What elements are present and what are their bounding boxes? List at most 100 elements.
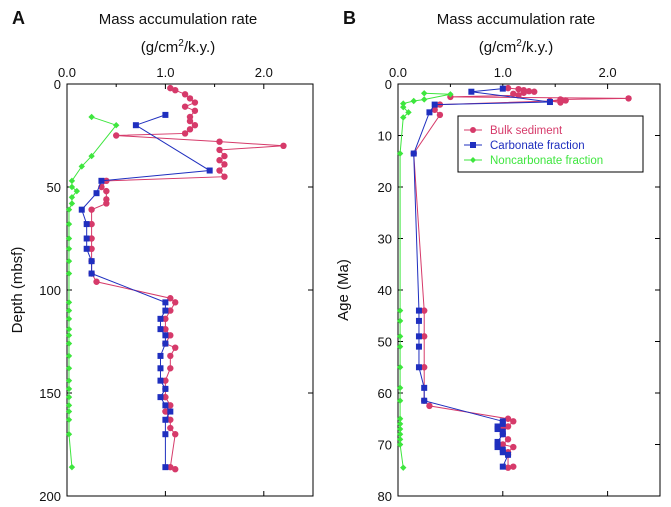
data-point	[65, 257, 73, 265]
data-point	[65, 416, 73, 423]
panel-label: B	[343, 8, 356, 28]
legend-label: Bulk sediment	[490, 125, 563, 137]
y-axis-label: Depth (mbsf)	[9, 247, 26, 334]
data-point	[510, 443, 517, 451]
data-point	[157, 326, 164, 333]
data-point	[510, 90, 517, 97]
data-point	[162, 307, 169, 314]
data-point	[172, 86, 179, 94]
x-tick-label: 0.0	[389, 65, 407, 80]
data-point	[167, 332, 174, 339]
data-point	[132, 122, 139, 129]
data-point	[167, 352, 174, 360]
x-tick-label: 1.0	[494, 65, 512, 80]
data-point	[65, 307, 73, 314]
legend-box	[457, 115, 644, 173]
x-axis-units: (g/cm2/k.y.)	[479, 38, 553, 56]
data-point	[65, 365, 73, 372]
data-point	[499, 463, 506, 470]
data-point	[65, 332, 73, 339]
data-point	[157, 352, 164, 359]
data-point	[525, 88, 533, 95]
data-point	[546, 99, 553, 106]
data-point	[410, 150, 417, 157]
x-tick-label: 1.0	[156, 65, 174, 80]
data-point	[396, 317, 404, 325]
data-point	[167, 424, 174, 432]
data-point	[157, 315, 164, 322]
data-point	[216, 167, 223, 174]
data-point	[157, 377, 164, 384]
data-point	[103, 200, 110, 207]
data-point	[162, 402, 169, 409]
data-point	[65, 245, 73, 252]
data-point	[68, 194, 76, 201]
data-point	[162, 111, 169, 118]
data-point	[400, 464, 407, 471]
data-point	[396, 397, 404, 404]
data-point	[162, 416, 169, 423]
x-axis-units: (g/cm2/k.y.)	[141, 38, 215, 56]
data-point	[415, 333, 422, 340]
data-point	[400, 100, 407, 107]
data-point	[396, 343, 404, 350]
legend-label: Carbonate fraction	[490, 140, 585, 152]
legend: Bulk sediment Carbonate fraction Noncarbon…	[457, 115, 644, 173]
data-point	[405, 109, 412, 116]
data-point	[65, 431, 73, 438]
legend-marker	[470, 142, 476, 148]
data-point	[499, 420, 506, 427]
data-point	[426, 109, 433, 116]
y-tick-label: 10	[378, 129, 392, 144]
series-carbonate-fraction	[410, 85, 553, 470]
legend-marker	[470, 157, 476, 163]
chart-title: Mass accumulation rate	[437, 11, 595, 28]
data-point	[65, 235, 73, 242]
data-point	[162, 332, 169, 339]
data-point	[162, 408, 169, 415]
data-point	[167, 365, 174, 372]
data-point	[221, 173, 228, 180]
data-point	[431, 101, 438, 108]
data-point	[65, 299, 73, 306]
data-point	[494, 426, 501, 433]
data-point	[186, 95, 194, 102]
data-point	[93, 278, 100, 285]
data-point	[162, 315, 169, 323]
data-point	[78, 206, 85, 213]
data-point	[68, 177, 76, 185]
data-point	[421, 307, 428, 314]
series-line	[399, 92, 451, 468]
data-point	[65, 340, 73, 347]
panel-label: A	[12, 8, 25, 28]
data-point	[396, 384, 404, 392]
data-point	[396, 431, 404, 438]
y-tick-label: 0	[54, 77, 61, 92]
x-tick-label: 0.0	[58, 65, 76, 80]
data-point	[103, 187, 110, 195]
legend-marker	[470, 127, 476, 133]
data-point	[421, 96, 428, 103]
data-point	[83, 221, 90, 228]
data-point	[505, 451, 512, 458]
data-point	[162, 325, 169, 333]
series-line	[68, 116, 118, 468]
data-point	[186, 117, 194, 125]
series-carbonate-fraction	[78, 111, 213, 471]
data-point	[216, 138, 223, 145]
data-point	[625, 95, 632, 102]
data-point	[65, 377, 73, 384]
data-point	[186, 126, 194, 133]
data-point	[65, 315, 73, 323]
data-point	[167, 416, 174, 423]
data-point	[400, 114, 407, 121]
data-point	[520, 89, 527, 96]
data-point	[167, 307, 174, 314]
data-point	[504, 423, 512, 430]
data-point	[167, 463, 174, 471]
data-point	[157, 365, 164, 372]
data-point	[280, 142, 287, 149]
y-tick-label: 150	[39, 386, 61, 401]
data-point	[415, 307, 422, 314]
data-point	[396, 436, 404, 443]
